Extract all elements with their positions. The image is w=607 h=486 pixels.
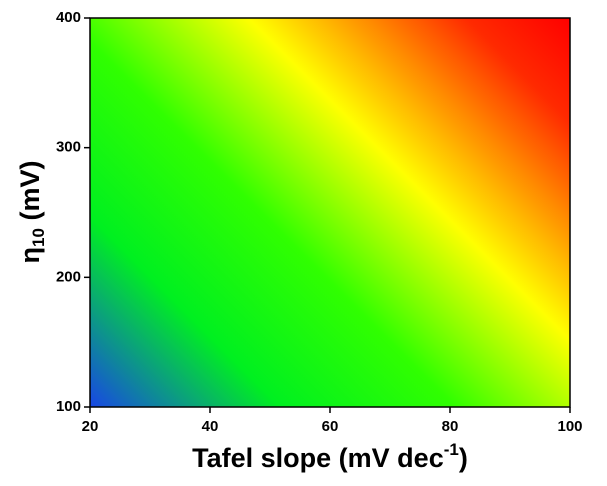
x-title-sup: -1 <box>444 440 459 459</box>
x-tick-label: 80 <box>442 418 459 435</box>
x-tick-label: 100 <box>557 418 582 435</box>
x-tick-label: 20 <box>82 418 99 435</box>
y-tick-label: 200 <box>56 268 81 285</box>
x-title-end: ) <box>459 443 468 473</box>
y-axis-title: η10 (mV) <box>15 161 48 264</box>
y-title-sub: 10 <box>29 228 48 247</box>
x-axis-title: Tafel slope (mV dec-1) <box>192 440 468 473</box>
x-tick-label: 40 <box>202 418 219 435</box>
heatmap-field <box>90 18 570 407</box>
x-tick-label: 60 <box>322 418 339 435</box>
y-tick-label: 300 <box>56 139 81 156</box>
y-tick-label: 400 <box>56 9 81 26</box>
y-title-eta: η <box>15 247 45 264</box>
y-title-end: (mV) <box>15 161 45 229</box>
x-title-text: Tafel slope (mV dec <box>192 443 444 473</box>
y-tick-label: 100 <box>56 398 81 415</box>
